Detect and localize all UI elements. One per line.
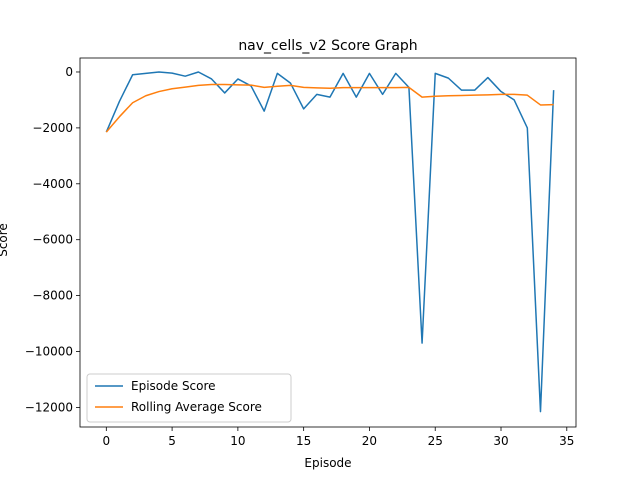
series-layer xyxy=(105,71,555,413)
x-tick-label: 0 xyxy=(102,434,110,448)
x-axis-ticks: 0 5 10 15 20 25 30 35 xyxy=(102,427,574,448)
y-tick-label: −10000 xyxy=(25,345,73,359)
series-line-rolling-average-score xyxy=(105,83,554,133)
plot-frame xyxy=(79,57,577,428)
x-tick-label: 30 xyxy=(493,434,508,448)
y-axis-label: Score xyxy=(0,223,10,257)
x-tick-label: 25 xyxy=(428,434,443,448)
x-tick-label: 35 xyxy=(559,434,574,448)
x-tick-label: 15 xyxy=(296,434,311,448)
x-tick-label: 20 xyxy=(362,434,377,448)
x-tick-label: 5 xyxy=(168,434,176,448)
y-tick-label: −12000 xyxy=(25,400,73,414)
x-axis-label: Episode xyxy=(304,456,351,470)
legend-box xyxy=(86,373,292,423)
legend: Episode Score Rolling Average Score xyxy=(86,373,292,423)
x-tick-label: 10 xyxy=(230,434,245,448)
y-tick-label: −4000 xyxy=(32,177,73,191)
y-tick-label: −8000 xyxy=(32,289,73,303)
y-tick-label: −2000 xyxy=(32,121,73,135)
y-tick-label: −6000 xyxy=(32,233,73,247)
chart-title: nav_cells_v2 Score Graph xyxy=(238,38,417,54)
plot-area xyxy=(79,57,577,428)
legend-entry-label: Rolling Average Score xyxy=(131,400,262,414)
y-axis-ticks: 0 −2000 −4000 −6000 −8000 −10000 −12000 xyxy=(25,65,80,414)
series-line-episode-score xyxy=(105,71,555,413)
y-tick-label: 0 xyxy=(65,65,73,79)
legend-entry-label: Episode Score xyxy=(131,379,216,393)
